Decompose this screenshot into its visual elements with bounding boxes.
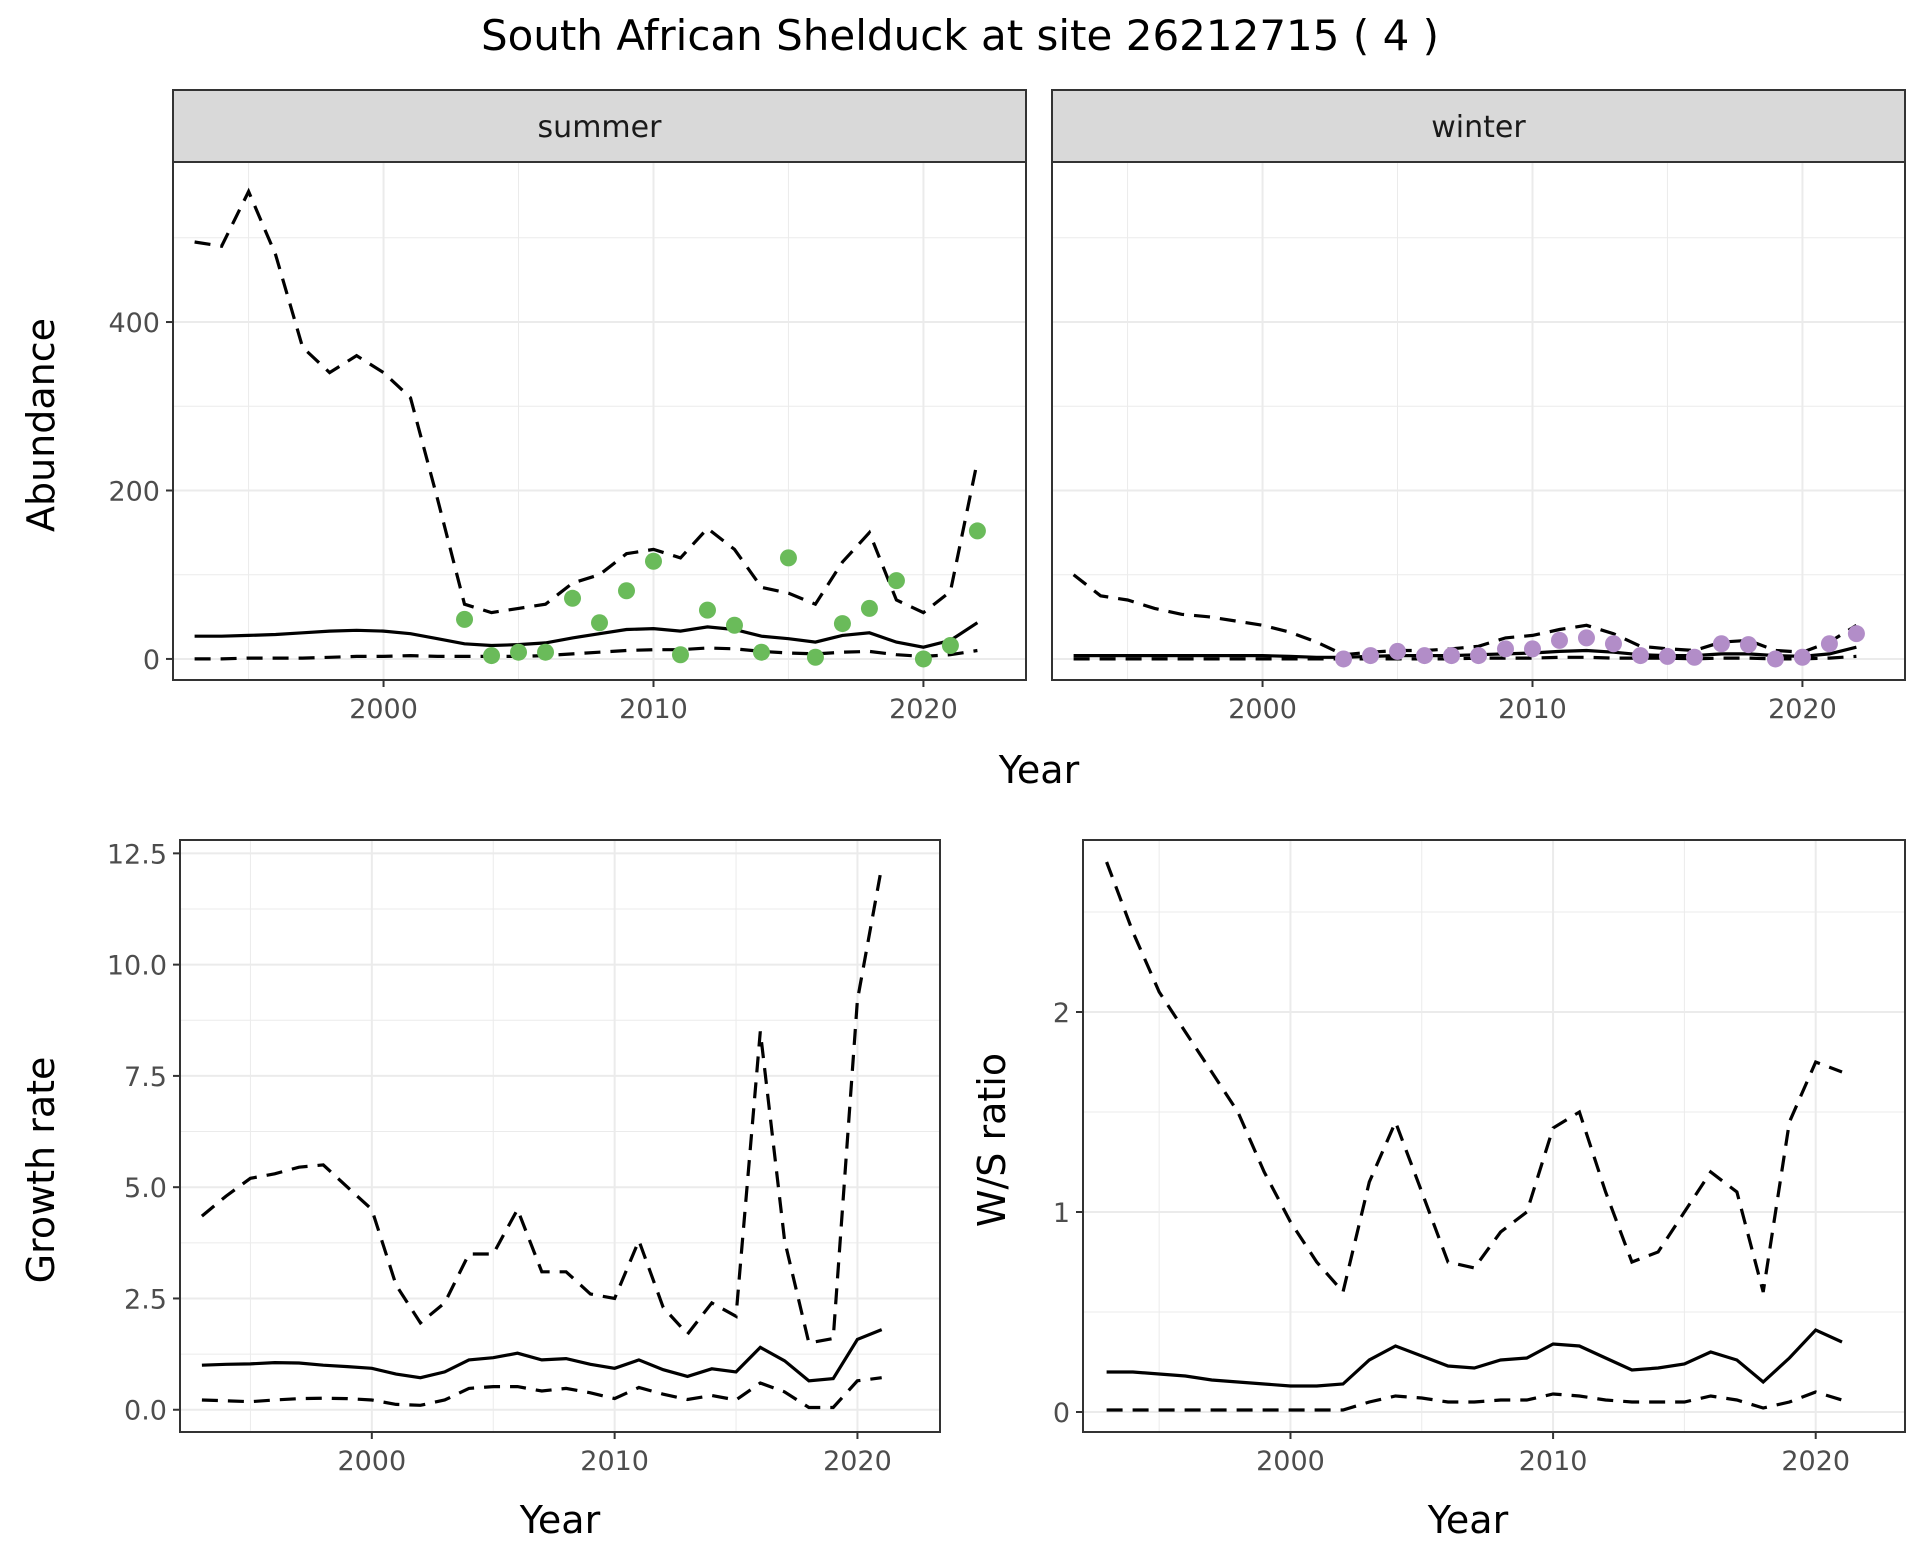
chart-title: South African Shelduck at site 26212715 … [481,11,1439,60]
growth-x-axis-title: Year [519,1498,601,1542]
panel-border [1051,161,1906,681]
observed-count-point [644,552,662,570]
lower-bound-line [194,646,978,661]
x-tick-label: 2000 [1256,1446,1325,1477]
observed-count-point [941,636,959,654]
panel-border [179,839,941,1433]
observed-count-point [725,616,743,634]
x-tick-label: 2020 [1781,1446,1850,1477]
upper-bound-line [200,866,884,1345]
x-tick-label: 2010 [1519,1446,1588,1477]
y-tick-label: 0.0 [124,1396,167,1427]
y-tick-label: 400 [108,308,160,339]
observed-count-point [1685,648,1703,666]
panel-background [1052,162,1905,680]
observed-count-point [833,615,851,633]
upper-bound-line [1105,861,1843,1296]
observed-count-point [1604,635,1622,653]
observed-count-point [1416,647,1434,665]
observed-count-point [483,647,501,665]
growth-y-axis-title: Growth rate [19,1057,63,1284]
y-tick-label: 200 [108,476,160,507]
y-tick-label: 5.0 [124,1173,167,1204]
observed-count-point [1550,631,1568,649]
growth-rate-panel: 2000 2010 2020 0.0 2.5 5.0 7.5 10.0 12.5 [107,839,941,1477]
winter-strip-label: winter [1431,110,1526,145]
lower-bound-line [1073,654,1857,661]
observed-count-point [1631,647,1649,665]
observed-count-point [1443,647,1461,665]
observed-count-point [510,643,528,661]
top-x-axis-title: Year [998,748,1080,792]
observed-count-point [591,614,608,632]
winter-abundance-panel: winter 2000 2010 2020 [1051,89,1906,725]
observed-count-point [779,549,797,567]
y-tick-label: 10.0 [107,951,167,982]
summer-strip [172,89,1027,163]
observed-count-point [1739,636,1757,654]
observed-count-point [1847,625,1865,643]
abundance-y-axis-title: Abundance [19,318,63,532]
summer-strip-label: summer [538,110,663,145]
observed-count-point [671,646,689,664]
panel-border [1082,839,1906,1433]
observed-count-point [860,599,878,617]
x-tick-label: 2020 [889,694,958,725]
panel-background [173,162,1026,680]
y-tick-label: 7.5 [124,1062,167,1093]
observed-count-point [537,643,555,661]
y-tick-label: 12.5 [107,839,167,870]
observed-count-point [698,601,716,619]
observed-count-point [617,582,635,600]
estimate-line [194,621,979,649]
ws-ratio-panel: 2000 2010 2020 0 1 2 [1053,839,1906,1477]
observed-count-point [1793,648,1811,666]
observed-count-point [1389,642,1407,660]
x-tick-label: 2010 [580,1446,649,1477]
y-tick-label: 1 [1053,1198,1070,1229]
observed-count-point [806,648,824,666]
observed-count-point [914,650,932,668]
x-tick-label: 2000 [337,1446,406,1477]
summer-abundance-panel: summer 2000 2010 2020 0 200 400 [108,89,1027,725]
observed-count-point [1766,650,1784,668]
estimate-line [1106,1328,1843,1388]
observed-count-point [1820,635,1838,653]
observed-count-point [456,610,474,628]
panel-background [1083,840,1905,1432]
x-tick-label: 2010 [1498,694,1567,725]
ws-y-axis-title: W/S ratio [970,1053,1014,1227]
x-tick-label: 2020 [1768,694,1837,725]
y-tick-label: 0 [143,645,160,676]
panel-background [180,840,940,1432]
ws-x-axis-title: Year [1427,1498,1509,1542]
observed-count-point [1335,650,1353,668]
panel-border [172,161,1027,681]
observed-count-point [1577,629,1595,647]
observed-count-point [1712,635,1730,653]
x-tick-label: 2000 [1228,694,1297,725]
observed-count-point [1362,647,1380,665]
observed-count-point [1658,647,1676,665]
observed-count-point [1496,640,1514,658]
observed-count-point [752,643,770,661]
estimate-line [201,1328,883,1383]
observed-count-point [1470,647,1487,665]
observed-count-point [564,589,582,607]
y-tick-label: 2 [1053,998,1070,1029]
lower-bound-line [1106,1390,1843,1412]
y-tick-label: 0 [1053,1398,1070,1429]
observed-count-point [1523,640,1541,658]
x-tick-label: 2020 [823,1446,892,1477]
upper-bound-line [194,187,979,615]
x-tick-label: 2010 [619,694,688,725]
observed-count-point [887,572,905,590]
estimate-line [1073,645,1857,659]
x-tick-label: 2000 [349,694,418,725]
observed-count-point [968,522,986,540]
lower-bound-line [201,1376,882,1410]
y-tick-label: 2.5 [124,1284,167,1315]
